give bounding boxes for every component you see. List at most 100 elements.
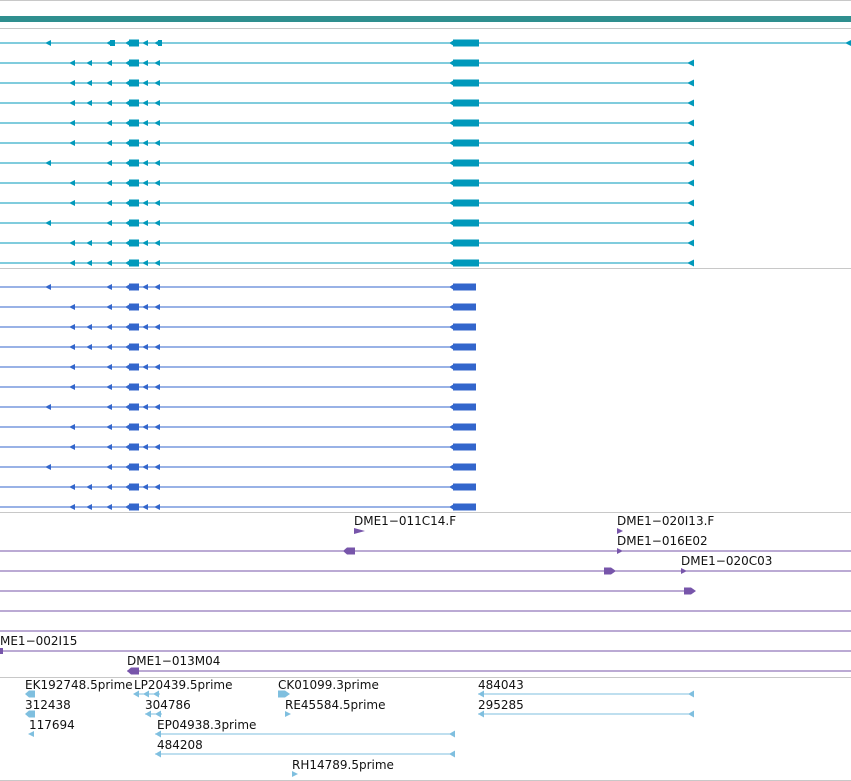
arrow-right-icon xyxy=(604,567,616,575)
arrow-left-icon xyxy=(69,140,75,146)
cds-row[interactable] xyxy=(0,303,476,311)
est-label: 295285 xyxy=(478,698,524,712)
exon xyxy=(129,219,139,227)
arrow-right-icon xyxy=(285,711,291,717)
transcript-row[interactable] xyxy=(0,199,694,207)
cds-row[interactable] xyxy=(0,403,476,411)
arrow-left-icon xyxy=(142,444,148,450)
arrow-left-icon xyxy=(69,484,75,490)
clone-feature[interactable] xyxy=(0,587,696,595)
arrow-left-icon xyxy=(142,284,148,290)
transcript-row[interactable] xyxy=(0,259,694,267)
est-feature[interactable]: 117694 xyxy=(28,718,75,737)
cds-row[interactable] xyxy=(0,363,476,371)
est-feature[interactable]: RH14789.5prime xyxy=(292,758,394,777)
arrow-left-icon xyxy=(687,119,694,127)
cds-row[interactable] xyxy=(0,283,476,291)
arrow-left-icon xyxy=(69,344,75,350)
arrow-left-icon xyxy=(106,324,112,330)
transcript-row[interactable] xyxy=(0,39,851,47)
est-label: CK01099.3prime xyxy=(278,678,379,692)
exon xyxy=(453,443,476,451)
exon xyxy=(110,40,115,46)
est-label: 117694 xyxy=(29,718,75,732)
cds-row[interactable] xyxy=(0,383,476,391)
est-label: 484208 xyxy=(157,738,203,752)
arrow-left-icon xyxy=(154,504,160,510)
arrow-left-icon xyxy=(154,364,160,370)
transcript-row[interactable] xyxy=(0,139,694,147)
est-feature[interactable]: LP20439.5prime xyxy=(133,678,233,698)
arrow-left-icon xyxy=(69,444,75,450)
arrow-left-icon xyxy=(86,484,92,490)
arrow-left-icon xyxy=(687,139,694,147)
clone-feature[interactable]: DME1−020C03 xyxy=(0,554,851,575)
transcript-row[interactable] xyxy=(0,239,694,247)
est-label: LP20439.5prime xyxy=(134,678,233,692)
clone-feature[interactable]: ME1−002I15 xyxy=(0,634,851,654)
clone-feature[interactable]: DME1−016E02 xyxy=(0,534,851,555)
arrow-left-icon xyxy=(106,344,112,350)
clone-feature[interactable]: DME1−020I13.F xyxy=(617,514,714,534)
exon xyxy=(129,443,139,451)
arrow-left-icon xyxy=(155,750,161,758)
est-feature[interactable]: 484208 xyxy=(155,738,455,758)
arrow-left-icon xyxy=(106,240,112,246)
arrow-left-icon xyxy=(25,690,35,698)
exon xyxy=(129,403,139,411)
exon xyxy=(453,159,479,167)
arrow-left-icon xyxy=(142,304,148,310)
cds-row[interactable] xyxy=(0,463,476,471)
arrow-left-icon xyxy=(69,364,75,370)
gene-span-bar[interactable] xyxy=(0,16,851,22)
transcript-row[interactable] xyxy=(0,99,694,107)
arrow-left-icon xyxy=(478,710,484,718)
arrow-left-icon xyxy=(143,690,149,698)
transcript-row[interactable] xyxy=(0,159,694,167)
arrow-left-icon xyxy=(154,404,160,410)
arrow-left-icon xyxy=(154,444,160,450)
est-feature[interactable]: 295285 xyxy=(478,698,694,718)
exon xyxy=(129,503,139,511)
exon xyxy=(453,59,479,67)
clone-feature[interactable]: DME1−013M04 xyxy=(127,654,851,675)
arrow-left-icon xyxy=(106,180,112,186)
clone-label: DME1−020I13.F xyxy=(617,514,714,528)
est-feature[interactable]: 484043 xyxy=(478,678,694,698)
cds-row[interactable] xyxy=(0,423,476,431)
est-feature[interactable]: CK01099.3prime xyxy=(278,678,379,698)
cds-row[interactable] xyxy=(0,343,476,351)
transcript-row[interactable] xyxy=(0,59,694,67)
arrow-left-icon xyxy=(69,384,75,390)
cds-row[interactable] xyxy=(0,443,476,451)
arrow-left-icon xyxy=(687,179,694,187)
transcript-row[interactable] xyxy=(0,219,694,227)
arrow-left-icon xyxy=(343,547,355,555)
est-feature[interactable]: 304786 xyxy=(145,698,191,718)
exon xyxy=(129,423,139,431)
transcript-row[interactable] xyxy=(0,119,694,127)
arrow-left-icon xyxy=(106,364,112,370)
est-feature[interactable]: EK192748.5prime xyxy=(25,678,133,698)
est-feature[interactable]: RE45584.5prime xyxy=(285,698,386,717)
exon xyxy=(453,119,479,127)
clone-feature[interactable]: DME1−011C14.F xyxy=(354,514,456,534)
arrow-left-icon xyxy=(86,60,92,66)
arrow-left-icon xyxy=(127,667,139,675)
transcript-row[interactable] xyxy=(0,79,694,87)
cds-row[interactable] xyxy=(0,483,476,491)
arrow-right-icon xyxy=(684,587,696,595)
cds-row[interactable] xyxy=(0,323,476,331)
arrow-left-icon xyxy=(28,731,34,737)
cds-row[interactable] xyxy=(0,503,476,511)
exon xyxy=(453,423,476,431)
transcript-row[interactable] xyxy=(0,179,694,187)
arrow-left-icon xyxy=(106,424,112,430)
arrow-left-icon xyxy=(45,220,51,226)
est-feature[interactable]: EP04938.3prime xyxy=(155,718,455,738)
arrow-left-icon xyxy=(154,140,160,146)
arrow-left-icon xyxy=(154,260,160,266)
arrow-left-icon xyxy=(688,710,694,718)
est-feature[interactable]: 312438 xyxy=(25,698,71,718)
arrow-left-icon xyxy=(688,690,694,698)
